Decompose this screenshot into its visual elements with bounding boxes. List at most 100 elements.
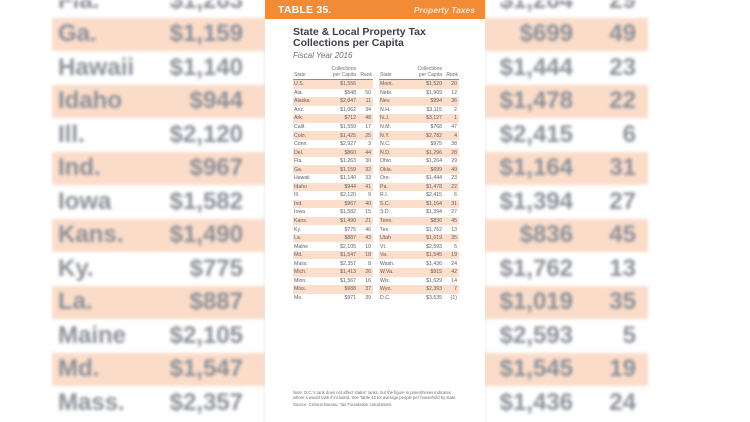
table-row: Wash. $1,436 24 bbox=[379, 259, 459, 268]
cell-rank: 23 bbox=[451, 175, 457, 182]
background-cell: $775 bbox=[189, 254, 243, 282]
table-row: Nev. $994 36 bbox=[379, 97, 459, 106]
table-row: Md. $1,547 18 bbox=[293, 250, 373, 260]
table-row: Ore. $1,444 23 bbox=[379, 174, 459, 183]
cell-state: Fla. bbox=[294, 158, 303, 165]
cell-state: Kans. bbox=[294, 218, 308, 225]
background-cell: $944 bbox=[189, 87, 243, 114]
cell-collections: $1,019 bbox=[426, 235, 442, 242]
cell-state: Alaska bbox=[294, 98, 310, 105]
cell-collections: $3,535 bbox=[426, 294, 442, 301]
cell-state: Ariz. bbox=[294, 106, 305, 113]
background-row: $1,264 29 bbox=[485, 0, 648, 17]
cell-rank: 14 bbox=[451, 277, 457, 284]
table-row: N.D. $1,296 28 bbox=[379, 148, 459, 157]
cell-rank: 19 bbox=[451, 252, 457, 259]
cell-rank: 6 bbox=[454, 192, 457, 199]
background-cell: 29 bbox=[609, 0, 636, 14]
cell-rank: 36 bbox=[451, 98, 457, 105]
cell-rank: 33 bbox=[365, 175, 371, 182]
cell-rank: 37 bbox=[365, 286, 371, 293]
cell-collections: $887 bbox=[344, 235, 356, 242]
cell-collections: $2,047 bbox=[340, 98, 356, 105]
table-row: Tex. $1,762 13 bbox=[379, 225, 459, 234]
cell-collections: $1,556 bbox=[340, 81, 356, 88]
cell-rank: 31 bbox=[451, 200, 457, 207]
table-row: Minn. $1,567 16 bbox=[293, 277, 373, 286]
cell-rank: 20 bbox=[451, 81, 457, 88]
left-table: State Collections per Capita Rank U.S. $1,… bbox=[293, 66, 373, 303]
table-row: Iowa $1,582 15 bbox=[293, 208, 373, 217]
cell-rank: 28 bbox=[451, 149, 457, 156]
cell-collections: $699 bbox=[430, 166, 442, 173]
background-cell: 45 bbox=[609, 221, 636, 248]
table-row: Mo. $971 39 bbox=[293, 294, 373, 303]
cell-rank: 41 bbox=[365, 183, 371, 190]
background-cell: 5 bbox=[622, 321, 636, 349]
background-cell: Maine bbox=[58, 321, 127, 349]
cell-collections: $2,120 bbox=[340, 192, 356, 199]
background-cell: 23 bbox=[609, 53, 636, 81]
cell-state: W.Va. bbox=[380, 269, 394, 276]
background-row: $1,164 31 bbox=[485, 151, 648, 185]
column-header-state: State bbox=[380, 72, 392, 78]
cell-state: Ind. bbox=[294, 200, 303, 207]
cell-collections: $971 bbox=[344, 294, 356, 301]
table-row: N.Y. $2,782 4 bbox=[379, 131, 459, 140]
column-header-collections: Collections per Capita bbox=[417, 66, 442, 78]
background-row: Fla. $1,263 bbox=[52, 0, 265, 17]
cell-state: Ky. bbox=[294, 226, 302, 233]
cell-rank: 49 bbox=[451, 166, 457, 173]
background-row: Idaho $944 bbox=[52, 84, 265, 118]
table-row: Ohio $1,264 29 bbox=[379, 157, 459, 166]
data-tables: State Collections per Capita Rank U.S. $1,… bbox=[293, 66, 459, 303]
background-cell: 24 bbox=[609, 388, 636, 416]
background-cell: 6 bbox=[622, 120, 636, 148]
background-cell: $1,164 bbox=[499, 154, 573, 181]
background-cell: $1,547 bbox=[169, 355, 243, 382]
table-row: Conn. $2,927 3 bbox=[293, 140, 373, 149]
cell-collections: $1,762 bbox=[426, 226, 442, 233]
cell-state: Ill. bbox=[294, 192, 300, 199]
cell-rank: 12 bbox=[451, 89, 457, 96]
cell-collections: $1,547 bbox=[340, 252, 356, 259]
cell-rank: 45 bbox=[451, 218, 457, 225]
column-header-rank: Rank bbox=[446, 72, 458, 78]
background-cell: 31 bbox=[609, 154, 636, 181]
cell-state: Okla. bbox=[380, 166, 393, 173]
table-row: Del. $860 44 bbox=[293, 148, 373, 157]
cell-state: Ohio bbox=[380, 158, 391, 165]
background-cell: $2,593 bbox=[499, 321, 573, 349]
page-title: State & Local Property Tax Collections p… bbox=[293, 26, 426, 49]
background-cell: $1,019 bbox=[499, 288, 573, 315]
background-row: $836 45 bbox=[485, 218, 648, 252]
cell-state: Mich. bbox=[294, 269, 307, 276]
cell-collections: $1,490 bbox=[340, 218, 356, 225]
cell-rank: 44 bbox=[365, 149, 371, 156]
table-row: S.C. $1,164 31 bbox=[379, 199, 459, 209]
cell-state: Wash. bbox=[380, 260, 395, 267]
cell-collections: $1,264 bbox=[426, 158, 442, 165]
background-row: $2,593 5 bbox=[485, 319, 648, 352]
table-row: Mich. $1,413 26 bbox=[293, 268, 373, 277]
table-row: Utah $1,019 35 bbox=[379, 233, 459, 243]
cell-state: Va. bbox=[380, 252, 388, 259]
background-row: Iowa $1,582 bbox=[52, 185, 265, 218]
cell-state: Colo. bbox=[294, 132, 307, 139]
table-row: Ky. $775 46 bbox=[293, 225, 373, 234]
cell-rank: 46 bbox=[365, 226, 371, 233]
cell-rank: 43 bbox=[365, 235, 371, 242]
cell-rank: 27 bbox=[451, 209, 457, 216]
cell-rank: 3 bbox=[368, 141, 371, 148]
background-cell: $1,436 bbox=[499, 388, 573, 416]
cell-collections: $988 bbox=[344, 286, 356, 293]
background-row: Md. $1,547 bbox=[52, 352, 265, 386]
cell-state: Conn. bbox=[294, 141, 308, 148]
cell-rank: 35 bbox=[451, 235, 457, 242]
cell-collections: $2,593 bbox=[426, 243, 442, 250]
background-cell: $1,264 bbox=[499, 0, 573, 14]
background-row: $2,415 6 bbox=[485, 118, 648, 151]
background-row: $699 49 bbox=[485, 17, 648, 51]
cell-rank: 15 bbox=[365, 209, 371, 216]
cell-state: Wis. bbox=[380, 277, 391, 284]
